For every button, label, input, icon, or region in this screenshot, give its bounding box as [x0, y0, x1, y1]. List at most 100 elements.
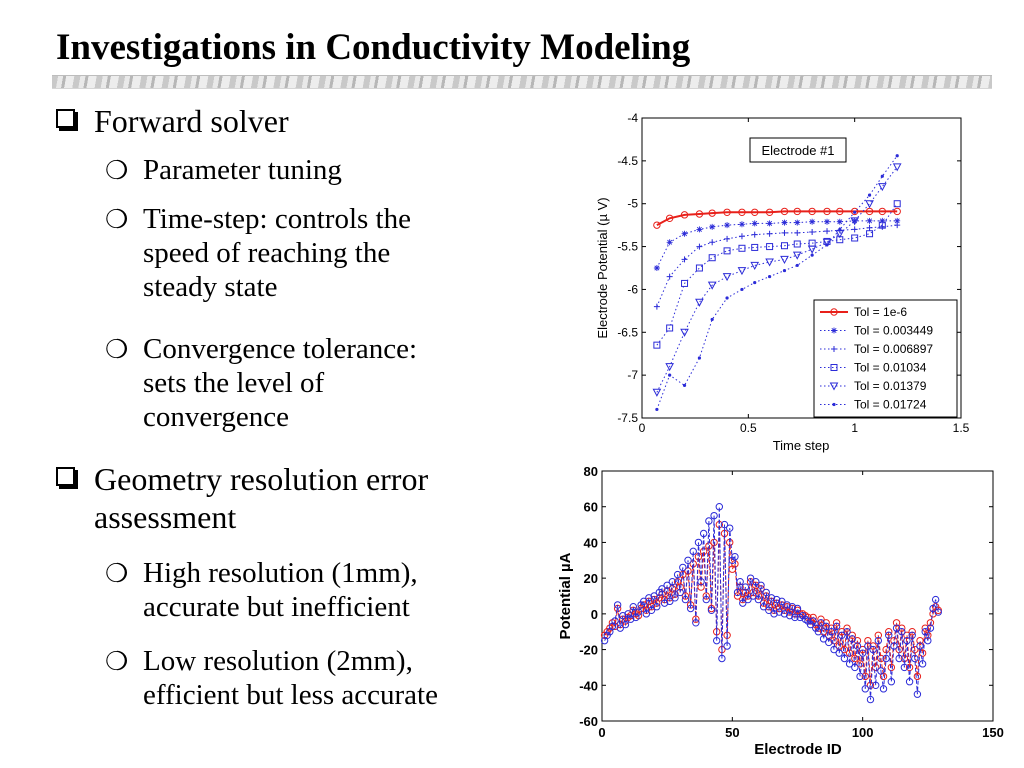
data-point — [765, 258, 774, 267]
data-point — [634, 608, 643, 616]
data-point — [726, 524, 734, 532]
data-point — [874, 636, 883, 645]
y-tick-label: 40 — [584, 535, 598, 550]
data-point — [724, 235, 731, 242]
data-point — [780, 242, 788, 250]
data-point — [843, 624, 851, 632]
data-point — [864, 642, 872, 650]
data-point — [785, 611, 794, 620]
data-point — [822, 622, 830, 631]
data-point — [809, 229, 816, 235]
x-axis-label: Time step — [773, 438, 830, 453]
legend-label: Tol = 1e-6 — [854, 305, 907, 319]
data-point — [710, 317, 714, 322]
data-point — [621, 620, 630, 629]
data-point — [759, 599, 768, 607]
data-point — [722, 273, 732, 282]
data-point — [744, 595, 752, 604]
data-point — [867, 193, 872, 197]
data-point — [880, 174, 884, 178]
legend-box — [813, 299, 958, 418]
data-point — [680, 328, 689, 337]
data-point — [890, 642, 898, 650]
data-point — [858, 649, 867, 657]
data-point — [793, 207, 801, 216]
data-point — [616, 624, 624, 632]
data-point — [878, 207, 887, 216]
data-point — [836, 218, 843, 225]
data-point — [830, 636, 838, 645]
data-point — [794, 229, 801, 236]
axis-ticks: 0 50 100 150 80 60 40 20 0 -20 -40 -60 — [579, 464, 1004, 740]
series-line — [656, 203, 898, 346]
data-point — [613, 601, 622, 609]
data-point — [682, 383, 687, 388]
data-point — [869, 642, 877, 650]
data-point — [894, 217, 901, 224]
data-point — [848, 635, 856, 643]
data-point — [819, 635, 828, 643]
electrode-id-chart: 0 50 100 150 80 60 40 20 0 -20 -40 -60 Electrode ID… — [557, 464, 1004, 758]
data-point — [751, 243, 759, 251]
data-point — [658, 585, 666, 593]
data-point — [807, 245, 817, 254]
data-point — [869, 645, 877, 654]
data-point — [715, 503, 724, 511]
data-point — [872, 663, 880, 672]
data-point — [895, 654, 903, 663]
bullet-line: convergence — [143, 401, 289, 433]
data-point — [887, 663, 896, 672]
data-point — [810, 253, 814, 257]
data-point — [666, 597, 674, 606]
data-point — [653, 341, 661, 349]
x-tick-label: 50 — [725, 725, 739, 740]
y-tick-label: -4 — [627, 111, 638, 125]
data-point — [840, 654, 849, 663]
data-point — [858, 645, 867, 654]
data-point — [895, 154, 899, 158]
electrode-potential-chart: 0 0.5 1 1.5 -4 -4.5 -5 -5.5 -6 -6.5 -7 -7.5 Electro… — [590, 106, 975, 462]
data-point — [830, 645, 838, 654]
data-point — [660, 599, 669, 607]
data-point — [642, 606, 651, 614]
data-point — [733, 588, 742, 597]
data-point — [823, 207, 831, 216]
legend-marker — [830, 308, 838, 316]
annotation-box — [749, 137, 847, 163]
data-point — [898, 628, 906, 636]
data-point — [709, 223, 716, 230]
y-tick-label: -4.5 — [617, 154, 638, 168]
x-tick-label: 100 — [852, 725, 874, 740]
data-point — [780, 610, 789, 618]
slide-title: Investigations in Conductivity Modeling — [56, 27, 691, 68]
data-point — [879, 685, 888, 693]
x-axis-label: Electrode ID — [754, 741, 842, 758]
data-point — [702, 595, 710, 604]
data-point — [851, 226, 858, 233]
data-point — [853, 210, 857, 214]
data-point — [879, 223, 886, 230]
data-point — [681, 592, 690, 600]
data-point — [708, 209, 716, 217]
y-tick-label: -20 — [579, 643, 598, 658]
data-point — [843, 628, 851, 636]
data-point — [694, 538, 703, 547]
data-point — [879, 217, 886, 224]
data-point — [898, 624, 906, 632]
data-point — [759, 603, 768, 611]
data-point — [750, 261, 760, 270]
data-point — [668, 373, 672, 377]
data-point — [781, 229, 788, 236]
data-point — [809, 218, 816, 225]
data-point — [733, 592, 742, 600]
data-point — [893, 200, 901, 208]
data-point — [699, 529, 708, 538]
data-point — [695, 210, 704, 218]
square-bullet-icon — [56, 467, 75, 486]
data-point — [751, 208, 759, 216]
data-point — [861, 685, 869, 693]
data-point — [767, 594, 776, 602]
legend-marker — [831, 327, 837, 334]
data-point — [671, 594, 679, 602]
data-point — [793, 604, 802, 613]
